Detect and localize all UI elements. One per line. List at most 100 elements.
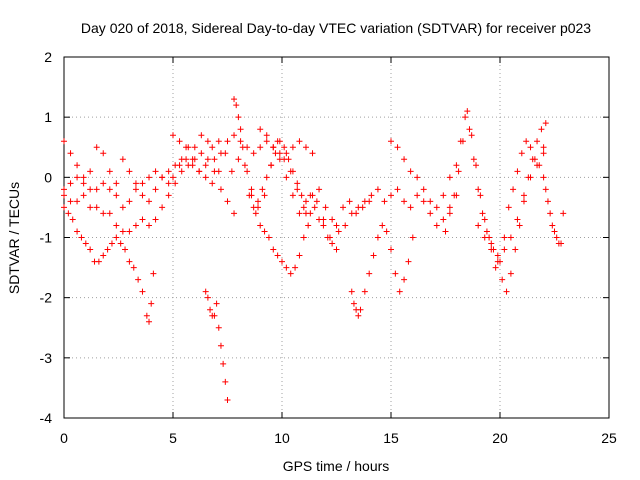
data-point [207,306,214,313]
data-point [217,342,224,349]
data-point [244,168,251,175]
data-point [542,120,549,127]
data-point [396,288,403,295]
data-point [302,210,309,217]
data-point [263,138,270,145]
data-point [61,138,67,145]
y-tick-label: 0 [44,169,52,185]
data-point [451,192,458,199]
data-point [215,324,222,331]
data-point [65,210,72,217]
data-point [139,192,146,199]
x-tick-label: 15 [383,430,399,446]
data-point [100,252,107,259]
data-point [355,312,362,319]
data-point [414,192,421,199]
data-point [117,240,124,247]
data-point [82,240,89,247]
data-point [283,174,290,181]
series-track-a [61,132,316,205]
data-point [211,168,218,175]
y-tick-label: 2 [44,49,52,65]
chart-title: Day 020 of 2018, Sidereal Day-to-day VTE… [81,20,591,36]
data-point [268,162,275,169]
data-point [139,216,146,223]
series-track-g [246,138,340,253]
data-point [492,264,499,271]
data-point [551,228,558,235]
data-point [507,270,514,277]
data-point [294,180,301,187]
data-point [462,114,469,121]
data-point [146,198,153,205]
data-point [540,144,547,151]
y-tick-label: -4 [40,410,53,426]
data-point [279,258,285,265]
data-point [246,192,253,199]
data-point [259,186,266,193]
data-point [74,228,81,235]
data-point [322,204,329,211]
data-point [257,126,264,133]
data-point [165,168,172,175]
data-point [329,240,336,247]
data-point [542,186,549,193]
data-point [366,270,373,277]
data-point [231,96,238,103]
data-point [106,186,113,193]
data-point [302,198,309,205]
data-point [281,144,288,151]
data-point [250,150,257,157]
data-point [534,138,541,145]
data-point [139,288,146,295]
data-point [348,288,355,295]
data-point [499,276,506,283]
data-point [248,186,255,193]
data-point [558,240,565,247]
data-point [442,228,449,235]
data-point [152,186,159,193]
x-tick-labels: 0 5 10 15 20 25 [60,430,617,446]
data-point [361,198,368,205]
data-point [414,174,421,181]
data-point [146,174,153,181]
data-point [494,258,501,265]
data-point [209,144,216,151]
data-point [87,204,94,211]
data-point [108,240,115,247]
data-point [263,132,270,139]
data-point [427,198,434,205]
data-point [80,180,87,187]
data-point [93,204,100,211]
data-point [263,174,270,181]
data-point [61,204,67,211]
data-point [289,168,296,175]
data-point [215,138,222,145]
data-point [346,198,353,205]
x-tick-label: 25 [601,430,617,446]
data-point [350,300,357,307]
data-point [333,246,340,253]
data-point [270,246,277,253]
data-point [148,300,155,307]
data-point [241,162,248,169]
data-point [220,360,227,367]
data-point [198,132,205,139]
data-point [446,210,453,217]
data-point [392,270,399,277]
data-point [405,258,412,265]
y-tick-label: 1 [44,109,52,125]
data-point [512,246,519,253]
data-point [283,264,290,271]
data-point [250,204,257,211]
data-point [464,108,471,115]
series-track-d [61,150,238,235]
series-track-f [231,96,312,277]
data-point [209,180,216,187]
series-track-j [348,222,416,319]
data-point [340,204,347,211]
data-point [235,114,242,121]
data-point [560,210,567,217]
data-point [74,174,81,181]
data-point [490,246,497,253]
